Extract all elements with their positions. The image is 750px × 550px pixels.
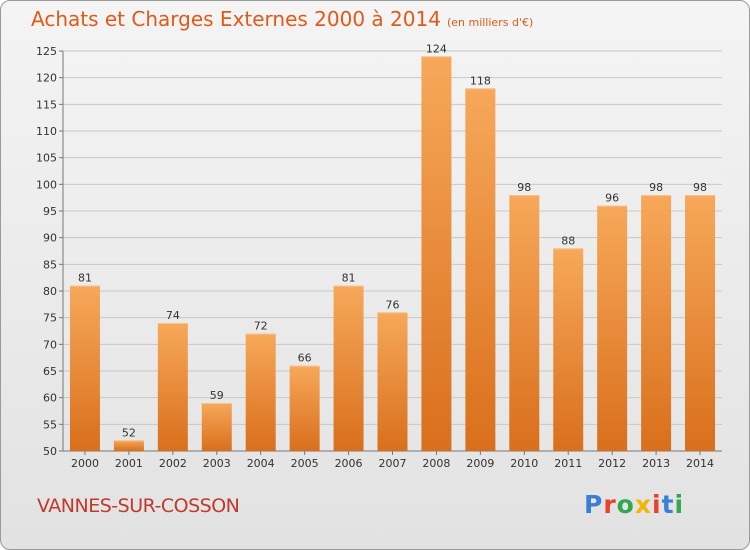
value-label: 98 bbox=[649, 181, 663, 194]
y-tick-label: 55 bbox=[43, 418, 57, 431]
bar-2004 bbox=[245, 333, 276, 451]
bar-2000 bbox=[69, 285, 100, 451]
y-tick-label: 85 bbox=[43, 258, 57, 271]
town-name: VANNES-SUR-COSSON bbox=[37, 495, 240, 517]
logo-letter: t bbox=[661, 490, 675, 519]
x-tick-label: 2010 bbox=[510, 457, 538, 470]
proxiti-logo: Proxiti bbox=[584, 490, 684, 519]
x-tick-label: 2011 bbox=[554, 457, 582, 470]
y-tick-label: 95 bbox=[43, 205, 57, 218]
value-label: 88 bbox=[561, 234, 575, 247]
bar-2012 bbox=[597, 205, 628, 451]
y-tick-label: 110 bbox=[36, 125, 57, 138]
chart-unit-label: (en milliers d'€) bbox=[446, 16, 534, 29]
bar-2005 bbox=[289, 365, 320, 451]
y-tick-label: 80 bbox=[43, 285, 57, 298]
x-tick-label: 2000 bbox=[71, 457, 99, 470]
bar-2010 bbox=[509, 195, 540, 451]
y-tick-label: 75 bbox=[43, 312, 57, 325]
logo-letter: P bbox=[584, 490, 604, 519]
y-tick-label: 125 bbox=[36, 45, 57, 58]
value-label: 52 bbox=[122, 426, 136, 439]
y-tick-label: 120 bbox=[36, 72, 57, 85]
x-tick-label: 2009 bbox=[466, 457, 494, 470]
value-label: 98 bbox=[693, 181, 707, 194]
logo-letter: i bbox=[652, 490, 662, 519]
y-tick-label: 90 bbox=[43, 232, 57, 245]
value-label: 76 bbox=[386, 298, 400, 311]
value-label: 59 bbox=[210, 389, 224, 402]
value-label: 124 bbox=[426, 42, 447, 55]
x-tick-label: 2004 bbox=[247, 457, 275, 470]
x-tick-label: 2007 bbox=[379, 457, 407, 470]
y-tick-label: 100 bbox=[36, 178, 57, 191]
chart-title: Achats et Charges Externes 2000 à 2014 (e… bbox=[31, 7, 533, 31]
bar-2013 bbox=[641, 195, 672, 451]
x-tick-label: 2013 bbox=[642, 457, 670, 470]
x-tick-label: 2003 bbox=[203, 457, 231, 470]
logo-letter: o bbox=[616, 490, 635, 519]
x-tick-label: 2001 bbox=[115, 457, 143, 470]
x-tick-label: 2008 bbox=[422, 457, 450, 470]
value-label: 81 bbox=[342, 272, 356, 285]
bar-2014 bbox=[685, 195, 716, 451]
value-label: 74 bbox=[166, 309, 180, 322]
y-tick-label: 65 bbox=[43, 365, 57, 378]
value-label: 81 bbox=[78, 272, 92, 285]
y-tick-label: 60 bbox=[43, 392, 57, 405]
x-tick-label: 2005 bbox=[291, 457, 319, 470]
x-tick-label: 2002 bbox=[159, 457, 187, 470]
bar-2001 bbox=[113, 440, 144, 451]
bar-2009 bbox=[465, 88, 496, 451]
y-tick-label: 115 bbox=[36, 98, 57, 111]
y-tick-label: 50 bbox=[43, 445, 57, 458]
value-label: 118 bbox=[470, 74, 491, 87]
x-tick-label: 2014 bbox=[686, 457, 714, 470]
bar-2002 bbox=[157, 323, 188, 451]
bar-2008 bbox=[421, 56, 452, 451]
value-label: 72 bbox=[254, 320, 268, 333]
bar-2003 bbox=[201, 403, 232, 451]
x-tick-label: 2012 bbox=[598, 457, 626, 470]
x-tick-label: 2006 bbox=[335, 457, 363, 470]
value-label: 66 bbox=[298, 352, 312, 365]
bar-2007 bbox=[377, 312, 408, 451]
chart-title-text: Achats et Charges Externes 2000 à 2014 bbox=[31, 7, 441, 31]
logo-letter: r bbox=[603, 490, 617, 519]
bar-2006 bbox=[333, 285, 364, 451]
logo-letter: i bbox=[674, 490, 685, 519]
bar-2011 bbox=[553, 248, 584, 451]
y-tick-label: 105 bbox=[36, 152, 57, 165]
y-tick-label: 70 bbox=[43, 338, 57, 351]
logo-letter: x bbox=[634, 490, 652, 519]
value-label: 96 bbox=[605, 192, 619, 205]
value-label: 98 bbox=[517, 181, 531, 194]
